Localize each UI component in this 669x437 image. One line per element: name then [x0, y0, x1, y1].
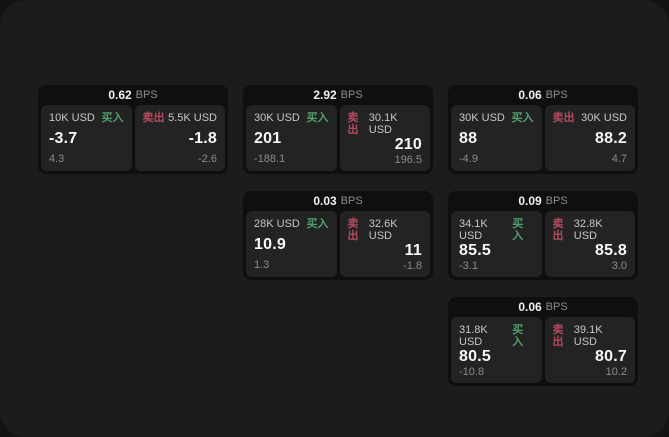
quote-card: 0.09 BPS 34.1K USD 买入 85.5 -3.1 卖出 32.8K… [448, 191, 638, 280]
buy-notional: 30K USD [254, 112, 300, 124]
sell-panel[interactable]: 卖出 30K USD 88.2 4.7 [544, 105, 635, 171]
sell-delta: 4.7 [611, 153, 627, 165]
sell-price: -1.8 [188, 129, 217, 147]
sell-price: 88.2 [595, 129, 627, 147]
bps-unit-label: BPS [545, 195, 568, 207]
buy-label: 买入 [306, 218, 329, 230]
sell-delta: 3.0 [611, 260, 627, 272]
buy-panel[interactable]: 28K USD 买入 10.9 1.3 [246, 211, 337, 277]
bps-header: 0.03 BPS [246, 191, 430, 211]
sell-price: 11 [404, 242, 422, 259]
bps-unit-label: BPS [340, 195, 363, 207]
buy-delta: -10.8 [459, 366, 485, 378]
buy-notional: 10K USD [49, 112, 95, 124]
sell-delta: -1.8 [403, 260, 422, 272]
bps-header: 0.09 BPS [451, 191, 635, 211]
sell-panel[interactable]: 卖出 30.1K USD 210 196.5 [339, 105, 430, 171]
quote-card: 0.06 BPS 31.8K USD 买入 80.5 -10.8 卖出 39.1… [448, 297, 638, 386]
sell-notional: 30K USD [581, 112, 627, 124]
sell-notional: 30.1K USD [368, 112, 398, 136]
sell-price: 210 [394, 136, 422, 153]
quote-card: 0.62 BPS 10K USD 买入 -3.7 4.3 卖出 5.5K USD [38, 85, 228, 174]
sell-panel[interactable]: 卖出 32.8K USD 85.8 3.0 [544, 211, 635, 277]
bps-header: 0.06 BPS [451, 85, 635, 105]
buy-delta: -4.9 [459, 153, 478, 165]
bps-header: 2.92 BPS [246, 85, 430, 105]
buy-delta: -3.1 [459, 260, 478, 272]
buy-price: 201 [254, 129, 282, 147]
bps-value: 0.62 [108, 88, 132, 102]
bps-unit-label: BPS [545, 89, 568, 101]
sell-notional: 32.8K USD [573, 218, 603, 242]
buy-notional: 34.1K USD [459, 218, 488, 242]
sell-delta: 196.5 [394, 154, 422, 166]
bps-value: 2.92 [313, 88, 337, 102]
buy-label: 买入 [511, 112, 534, 124]
buy-notional: 28K USD [254, 218, 300, 230]
sell-label: 卖出 [552, 218, 564, 242]
bps-header: 0.62 BPS [41, 85, 225, 105]
sell-label: 卖出 [552, 112, 575, 124]
buy-panel[interactable]: 30K USD 买入 88 -4.9 [451, 105, 542, 171]
buy-label: 买入 [306, 112, 329, 124]
sell-panel[interactable]: 卖出 5.5K USD -1.8 -2.6 [134, 105, 225, 171]
buy-delta: 4.3 [49, 153, 65, 165]
buy-label: 买入 [512, 324, 524, 348]
buy-price: 88 [459, 129, 478, 147]
sell-label: 卖出 [552, 324, 564, 348]
sell-notional: 5.5K USD [168, 112, 217, 124]
buy-panel[interactable]: 31.8K USD 买入 80.5 -10.8 [451, 317, 542, 383]
buy-label: 买入 [512, 218, 524, 242]
sell-notional: 39.1K USD [573, 324, 603, 348]
sell-label: 卖出 [347, 218, 359, 242]
bps-value: 0.03 [313, 194, 337, 208]
buy-notional: 31.8K USD [459, 324, 488, 348]
quote-card: 0.03 BPS 28K USD 买入 10.9 1.3 卖出 32.6K US… [243, 191, 433, 280]
quote-card: 2.92 BPS 30K USD 买入 201 -188.1 卖出 30.1K … [243, 85, 433, 174]
sell-delta: -2.6 [198, 153, 217, 165]
buy-notional: 30K USD [459, 112, 505, 124]
bps-header: 0.06 BPS [451, 297, 635, 317]
sell-label: 卖出 [347, 112, 359, 136]
quote-card: 0.06 BPS 30K USD 买入 88 -4.9 卖出 30K USD [448, 85, 638, 174]
sell-notional: 32.6K USD [368, 218, 398, 242]
bps-unit-label: BPS [340, 89, 363, 101]
buy-price: 85.5 [459, 242, 491, 259]
quote-card-grid: 0.62 BPS 10K USD 买入 -3.7 4.3 卖出 5.5K USD [38, 85, 638, 386]
sell-price: 80.7 [595, 348, 627, 365]
buy-panel[interactable]: 34.1K USD 买入 85.5 -3.1 [451, 211, 542, 277]
bps-unit-label: BPS [545, 301, 568, 313]
bps-value: 0.06 [518, 300, 542, 314]
buy-panel[interactable]: 30K USD 买入 201 -188.1 [246, 105, 337, 171]
buy-price: 10.9 [254, 235, 286, 253]
sell-price: 85.8 [595, 242, 627, 259]
buy-panel[interactable]: 10K USD 买入 -3.7 4.3 [41, 105, 132, 171]
sell-panel[interactable]: 卖出 32.6K USD 11 -1.8 [339, 211, 430, 277]
buy-delta: -188.1 [254, 153, 286, 165]
sell-delta: 10.2 [605, 366, 627, 378]
sell-panel[interactable]: 卖出 39.1K USD 80.7 10.2 [544, 317, 635, 383]
bps-value: 0.09 [518, 194, 542, 208]
buy-label: 买入 [101, 112, 124, 124]
buy-price: 80.5 [459, 348, 491, 365]
sell-label: 卖出 [142, 112, 165, 124]
bps-value: 0.06 [518, 88, 542, 102]
buy-price: -3.7 [49, 129, 78, 147]
buy-delta: 1.3 [254, 259, 270, 271]
bps-unit-label: BPS [135, 89, 158, 101]
